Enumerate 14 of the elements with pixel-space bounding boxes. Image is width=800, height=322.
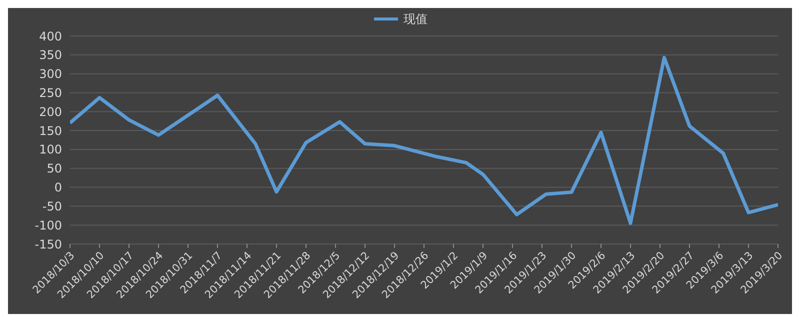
y-tick-label: 50: [46, 162, 62, 176]
y-tick-label: -150: [34, 237, 62, 252]
y-tick-label: 150: [39, 124, 62, 138]
line-series: [70, 56, 778, 225]
y-tick-label: 100: [39, 142, 62, 157]
y-tick-label: 350: [39, 48, 62, 62]
y-tick-label: -50: [42, 199, 62, 214]
y-tick-label: 400: [39, 29, 62, 44]
legend-label: 现值: [402, 10, 428, 28]
y-tick-label: 0: [54, 180, 62, 195]
y-tick-label: 300: [39, 67, 62, 82]
y-tick-label: 250: [39, 86, 62, 100]
y-tick-label: 200: [39, 104, 62, 119]
y-tick-label: -100: [34, 218, 62, 232]
